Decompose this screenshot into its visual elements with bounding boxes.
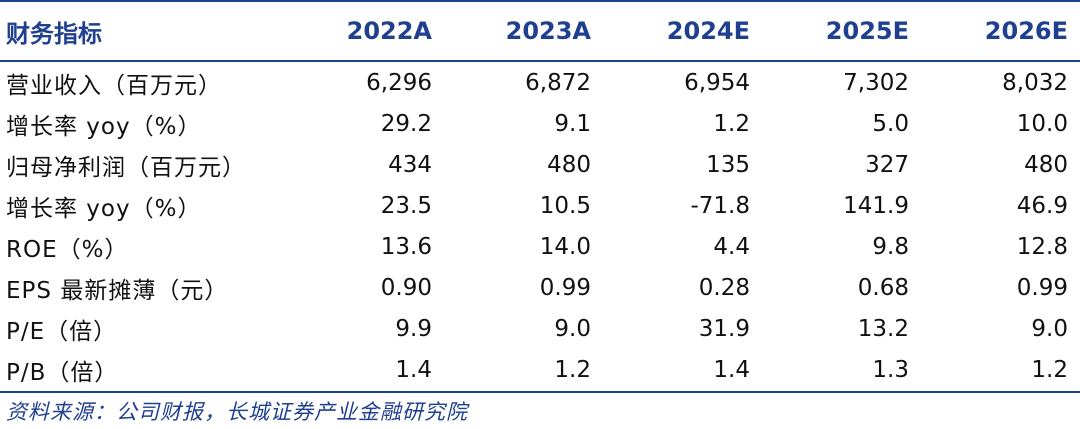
table-cell: 46.9 [1016,192,1068,219]
header-year-2022a: 2022A [285,0,444,62]
table-cell: 6,872 [525,69,591,96]
row-label: P/E（倍） [6,318,118,345]
table-cell: 141.9 [843,192,909,219]
table-cell: 4.4 [713,233,750,260]
row-label: 归母净利润（百万元） [6,154,246,181]
table-row-roe: ROE（%） 13.6 14.0 4.4 9.8 12.8 [0,226,1080,267]
table-cell: 0.90 [380,274,432,301]
financial-indicators-table-wrap: 财务指标 2022A 2023A 2024E 2025E 2026E 营业收入（… [0,0,1080,393]
table-cell: 9.0 [1031,315,1068,342]
row-label: 增长率 yoy（%） [6,113,202,140]
table-cell: 10.5 [539,192,591,219]
financial-indicators-table: 财务指标 2022A 2023A 2024E 2025E 2026E 营业收入（… [0,0,1080,393]
table-cell: 14.0 [539,233,591,260]
table-cell: 9.9 [395,315,432,342]
table-cell: 480 [547,151,591,178]
table-cell: 434 [388,151,432,178]
table-cell: 6,296 [366,69,432,96]
table-cell: 9.0 [554,315,591,342]
table-cell: 29.2 [380,110,432,137]
table-cell: 0.28 [698,274,750,301]
table-cell: 327 [865,151,909,178]
table-cell: 12.8 [1016,233,1068,260]
table-cell: 1.2 [713,110,750,137]
table-cell: 10.0 [1016,110,1068,137]
table-cell: 13.2 [857,315,909,342]
table-cell: 13.6 [380,233,432,260]
header-year-2026e: 2026E [921,0,1080,62]
table-row-net-profit-growth: 增长率 yoy（%） 23.5 10.5 -71.8 141.9 46.9 [0,185,1080,226]
source-note: 资料来源：公司财报，长城证券产业金融研究院 [6,400,468,424]
table-cell: 5.0 [872,110,909,137]
table-cell: 1.2 [921,349,1080,393]
table-row-eps: EPS 最新摊薄（元） 0.90 0.99 0.28 0.68 0.99 [0,267,1080,308]
row-label: 营业收入（百万元） [6,72,222,99]
table-row-pb: P/B（倍） 1.4 1.2 1.4 1.3 1.2 [0,349,1080,393]
table-cell: 31.9 [698,315,750,342]
table-row-net-profit: 归母净利润（百万元） 434 480 135 327 480 [0,144,1080,185]
table-cell: 1.3 [762,349,921,393]
table-cell: 9.1 [554,110,591,137]
table-cell: -71.8 [690,192,750,219]
table-cell: 1.4 [603,349,762,393]
table-cell: 23.5 [380,192,432,219]
table-row-pe: P/E（倍） 9.9 9.0 31.9 13.2 9.0 [0,308,1080,349]
table-cell: 0.99 [539,274,591,301]
header-year-2024e: 2024E [603,0,762,62]
table-cell: 135 [706,151,750,178]
header-year-2025e: 2025E [762,0,921,62]
table-cell: 0.99 [1016,274,1068,301]
table-cell: 9.8 [872,233,909,260]
table-header-row: 财务指标 2022A 2023A 2024E 2025E 2026E [0,0,1080,62]
table-cell: 480 [1024,151,1068,178]
row-label: 增长率 yoy（%） [6,195,202,222]
table-cell: 6,954 [684,69,750,96]
table-cell: 7,302 [843,69,909,96]
row-label: EPS 最新摊薄（元） [6,277,229,304]
header-label: 财务指标 [0,0,285,62]
header-year-2023a: 2023A [444,0,603,62]
table-row-revenue: 营业收入（百万元） 6,296 6,872 6,954 7,302 8,032 [0,61,1080,103]
table-row-revenue-growth: 增长率 yoy（%） 29.2 9.1 1.2 5.0 10.0 [0,103,1080,144]
table-cell: 8,032 [1002,69,1068,96]
row-label: ROE（%） [6,236,129,263]
table-cell: 1.2 [444,349,603,393]
table-cell: 1.4 [285,349,444,393]
row-label: P/B（倍） [0,349,285,393]
table-cell: 0.68 [857,274,909,301]
